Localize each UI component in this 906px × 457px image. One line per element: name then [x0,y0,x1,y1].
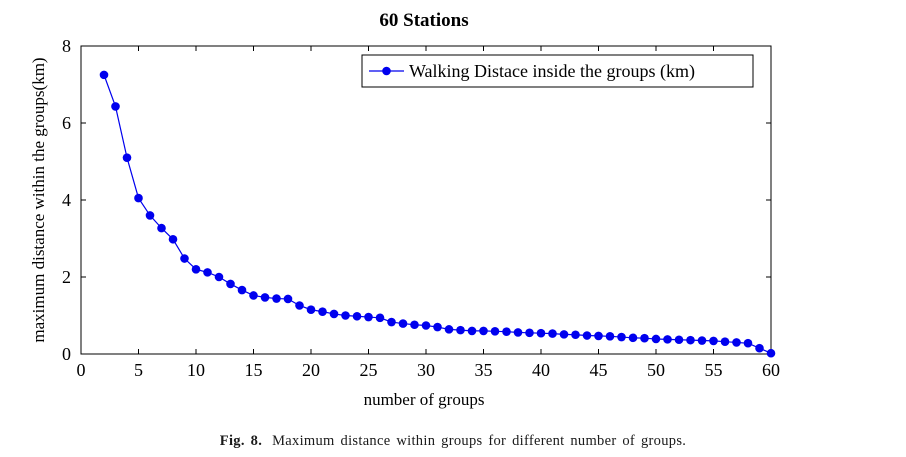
data-point [548,329,557,338]
data-point [433,322,442,332]
data-point [456,325,465,335]
data-point [525,328,534,338]
data-point [559,330,569,339]
data-point [513,328,523,337]
data-point [674,335,684,345]
data-point [191,265,201,274]
data-point [628,333,638,343]
data-point [341,311,350,320]
x-tick-label: 60 [762,360,780,380]
x-tick-label: 0 [77,360,86,380]
x-tick-label: 15 [245,360,263,380]
data-point [467,326,477,336]
data-point [226,279,235,289]
data-point [318,307,327,316]
x-axis-label: number of groups [364,390,485,409]
y-tick-label: 6 [62,113,71,133]
data-point [295,301,304,310]
data-point [502,327,511,336]
x-tick-label: 20 [302,360,320,380]
data-point [329,309,339,319]
data-point [364,312,373,322]
data-point [571,330,580,340]
data-point [99,70,109,80]
data-point [536,328,546,338]
figure-caption: Fig. 8. Maximum distance within groups f… [0,433,906,450]
x-tick-label: 40 [532,360,550,380]
legend: Walking Distace inside the groups (km) [361,54,754,88]
data-point [582,331,592,340]
x-tick-label: 5 [134,360,143,380]
data-point [651,334,661,344]
data-point [249,291,258,300]
data-point [686,335,695,345]
x-tick-label: 35 [475,360,493,380]
data-point [617,332,626,342]
data-point [145,211,155,220]
y-axis-label: maximum distance within the groups(km) [29,57,48,342]
data-point [410,320,419,330]
x-tick-label: 30 [417,360,435,380]
chart-title: 60 Stations [379,10,468,31]
legend-marker [382,66,391,76]
legend-label: Walking Distace inside the groups (km) [409,61,695,82]
data-point [260,293,270,302]
data-point [398,319,408,328]
data-point [640,333,649,343]
x-tick-label: 55 [705,360,723,380]
data-point [720,337,730,346]
data-point [157,223,166,233]
data-point [387,317,396,327]
data-point [214,272,224,282]
data-point [272,294,281,303]
y-tick-label: 4 [62,190,71,210]
caption-label: Fig. 8. [219,433,263,449]
data-point [732,338,741,347]
x-tick-label: 45 [590,360,608,380]
y-tick-label: 2 [62,267,71,287]
data-point [352,311,362,321]
data-point [111,102,120,111]
data-point [168,234,178,244]
data-point [697,336,707,345]
x-tick-label: 25 [360,360,378,380]
data-point [134,193,143,203]
data-point [743,338,753,348]
data-point [594,331,603,341]
data-point [766,348,776,358]
data-point [237,285,247,295]
data-point [663,335,672,344]
data-point [283,294,293,304]
y-tick-label: 8 [62,36,71,56]
x-tick-label: 10 [187,360,205,380]
data-point [421,321,431,330]
data-point [122,153,132,162]
data-point [203,268,212,277]
data-series [99,70,776,358]
data-point [605,331,615,341]
axis-ticks [80,45,772,355]
data-point [709,336,718,346]
data-point [306,305,316,315]
series-line [103,74,772,354]
y-tick-label: 0 [62,344,71,364]
data-point [375,313,385,323]
x-tick-labels: 0 5 10 15 20 25 30 35 40 45 50 55 60 [77,360,781,380]
data-point [479,326,488,336]
caption-text: Maximum distance within groups for diffe… [272,433,687,449]
data-point [755,343,764,353]
legend-box [361,54,754,88]
y-tick-labels: 0 2 4 6 8 [62,36,71,364]
data-point [180,254,189,263]
data-point [444,325,454,334]
plot-frame [80,45,772,355]
x-tick-label: 50 [647,360,665,380]
data-point [490,326,500,336]
